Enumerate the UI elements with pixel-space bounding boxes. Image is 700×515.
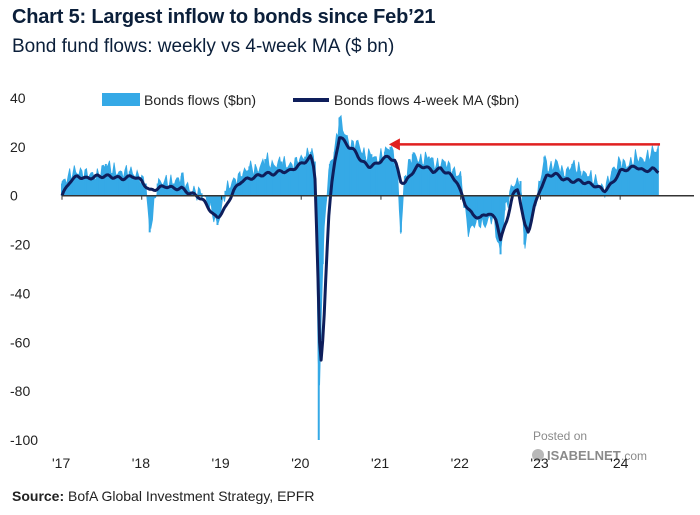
x-tick-label: '18 bbox=[132, 455, 150, 471]
x-tick-label: '17 bbox=[52, 455, 70, 471]
legend-weekly-label: Bonds flows ($bn) bbox=[144, 92, 256, 108]
x-tick-label: '24 bbox=[610, 455, 628, 471]
chart-title: Chart 5: Largest inflow to bonds since F… bbox=[12, 6, 436, 28]
y-tick-label: -20 bbox=[10, 237, 30, 253]
source-note: Source: BofA Global Investment Strategy,… bbox=[12, 488, 314, 504]
x-tick-label: '20 bbox=[291, 455, 309, 471]
legend-ma-label: Bonds flows 4-week MA ($bn) bbox=[334, 92, 519, 108]
chart-subtitle: Bond fund flows: weekly vs 4-week MA ($ … bbox=[12, 36, 395, 57]
source-text: BofA Global Investment Strategy, EPFR bbox=[64, 488, 315, 504]
watermark-line3: .com bbox=[621, 449, 647, 463]
y-tick-label: -40 bbox=[10, 285, 30, 301]
x-tick-label: '22 bbox=[451, 455, 469, 471]
y-tick-label: -60 bbox=[10, 334, 30, 350]
legend-weekly-swatch bbox=[102, 93, 140, 106]
watermark-line1: Posted on bbox=[533, 429, 587, 443]
y-tick-label: 40 bbox=[10, 90, 26, 106]
ma-line bbox=[60, 136, 660, 362]
annotation bbox=[388, 138, 661, 151]
legend: Bonds flows ($bn) Bonds flows 4-week MA … bbox=[102, 92, 519, 108]
y-tick-label: -80 bbox=[10, 383, 30, 399]
watermark: Posted on ISABELNET .com bbox=[532, 429, 647, 463]
watermark-line2: ISABELNET bbox=[547, 448, 621, 463]
weekly-series bbox=[61, 114, 659, 440]
annotation-arrow-head bbox=[388, 138, 400, 151]
ma-series bbox=[60, 136, 660, 362]
watermark-globe-icon bbox=[532, 449, 544, 461]
x-tick-label: '19 bbox=[211, 455, 229, 471]
x-tick-label: '21 bbox=[371, 455, 389, 471]
weekly-area bbox=[61, 114, 659, 386]
axes: 40 20 0 -20 -40 -60 -80 -100 '17 '18 '19 '20 '21 '22 '… bbox=[10, 90, 694, 471]
x-tick-label: '23 bbox=[530, 455, 548, 471]
source-label: Source: bbox=[12, 488, 65, 504]
y-tick-label: 0 bbox=[10, 188, 18, 204]
y-tick-label: 20 bbox=[10, 139, 26, 155]
y-tick-label: -100 bbox=[10, 432, 38, 448]
